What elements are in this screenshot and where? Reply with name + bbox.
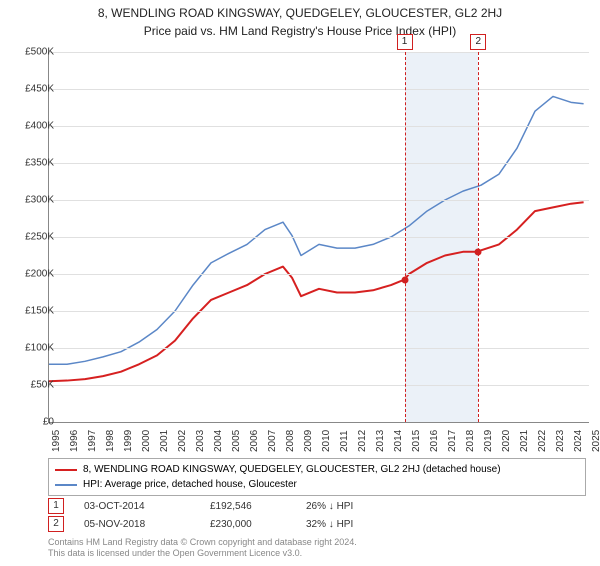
gridline-h [49, 52, 589, 53]
x-axis-label: 2015 [411, 430, 422, 452]
x-axis-label: 2011 [339, 430, 350, 452]
x-axis-label: 2019 [483, 430, 494, 452]
y-axis-label: £200K [10, 269, 54, 280]
gridline-h [49, 274, 589, 275]
footer-attribution: Contains HM Land Registry data © Crown c… [48, 537, 357, 560]
marker-row-1: 1 03-OCT-2014 £192,546 26% ↓ HPI [48, 498, 353, 514]
gridline-h [49, 200, 589, 201]
marker-badge-2: 2 [470, 34, 486, 50]
x-axis-label: 2010 [321, 430, 332, 452]
x-axis-label: 2016 [429, 430, 440, 452]
marker-badge-1: 1 [48, 498, 64, 514]
x-axis-label: 2003 [195, 430, 206, 452]
series-line-hpi [49, 96, 584, 364]
marker-dot-2 [475, 248, 482, 255]
chart-plot-area: 12 [48, 52, 589, 423]
marker-delta-2: 32% ↓ HPI [306, 519, 353, 530]
gridline-h [49, 89, 589, 90]
chart-subtitle: Price paid vs. HM Land Registry's House … [0, 24, 600, 38]
gridline-h [49, 311, 589, 312]
legend-item-property: 8, WENDLING ROAD KINGSWAY, QUEDGELEY, GL… [55, 462, 579, 477]
legend: 8, WENDLING ROAD KINGSWAY, QUEDGELEY, GL… [48, 458, 586, 496]
x-axis-label: 2021 [519, 430, 530, 452]
gridline-h [49, 385, 589, 386]
y-axis-label: £150K [10, 306, 54, 317]
marker-row-2: 2 05-NOV-2018 £230,000 32% ↓ HPI [48, 516, 353, 532]
marker-badge-2: 2 [48, 516, 64, 532]
x-axis-label: 1995 [51, 430, 62, 452]
x-axis-label: 1999 [123, 430, 134, 452]
marker-date-1: 03-OCT-2014 [84, 501, 194, 512]
y-axis-label: £250K [10, 232, 54, 243]
x-axis-label: 2005 [231, 430, 242, 452]
gridline-h [49, 126, 589, 127]
x-axis-label: 2025 [591, 430, 600, 452]
marker-dot-1 [401, 276, 408, 283]
footer-line-2: This data is licensed under the Open Gov… [48, 548, 357, 560]
x-axis-label: 1996 [69, 430, 80, 452]
legend-item-hpi: HPI: Average price, detached house, Glou… [55, 477, 579, 492]
series-line-property [49, 202, 584, 381]
gridline-h [49, 237, 589, 238]
x-axis-label: 2014 [393, 430, 404, 452]
y-axis-label: £500K [10, 47, 54, 58]
x-axis-label: 2023 [555, 430, 566, 452]
marker-line [405, 52, 406, 422]
marker-price-1: £192,546 [210, 501, 290, 512]
x-axis-label: 2001 [159, 430, 170, 452]
x-axis-label: 2007 [267, 430, 278, 452]
y-axis-label: £50K [10, 380, 54, 391]
x-axis-label: 1998 [105, 430, 116, 452]
x-axis-label: 2006 [249, 430, 260, 452]
y-axis-label: £450K [10, 84, 54, 95]
chart-title: 8, WENDLING ROAD KINGSWAY, QUEDGELEY, GL… [0, 6, 600, 20]
legend-swatch-property [55, 469, 77, 471]
legend-swatch-hpi [55, 484, 77, 486]
marker-price-2: £230,000 [210, 519, 290, 530]
x-axis-label: 2020 [501, 430, 512, 452]
footer-line-1: Contains HM Land Registry data © Crown c… [48, 537, 357, 549]
x-axis-label: 2004 [213, 430, 224, 452]
marker-line [478, 52, 479, 422]
gridline-h [49, 163, 589, 164]
marker-date-2: 05-NOV-2018 [84, 519, 194, 530]
y-axis-label: £350K [10, 158, 54, 169]
x-axis-label: 2002 [177, 430, 188, 452]
x-axis-label: 2018 [465, 430, 476, 452]
x-axis-label: 2009 [303, 430, 314, 452]
legend-label-property: 8, WENDLING ROAD KINGSWAY, QUEDGELEY, GL… [83, 462, 501, 477]
legend-label-hpi: HPI: Average price, detached house, Glou… [83, 477, 297, 492]
x-axis-label: 2022 [537, 430, 548, 452]
y-axis-label: £0 [10, 417, 54, 428]
x-axis-label: 2024 [573, 430, 584, 452]
y-axis-label: £100K [10, 343, 54, 354]
x-axis-label: 2012 [357, 430, 368, 452]
x-axis-label: 2008 [285, 430, 296, 452]
x-axis-label: 1997 [87, 430, 98, 452]
gridline-h [49, 348, 589, 349]
y-axis-label: £300K [10, 195, 54, 206]
x-axis-label: 2013 [375, 430, 386, 452]
y-axis-label: £400K [10, 121, 54, 132]
x-axis-label: 2000 [141, 430, 152, 452]
marker-badge-1: 1 [397, 34, 413, 50]
marker-delta-1: 26% ↓ HPI [306, 501, 353, 512]
x-axis-label: 2017 [447, 430, 458, 452]
